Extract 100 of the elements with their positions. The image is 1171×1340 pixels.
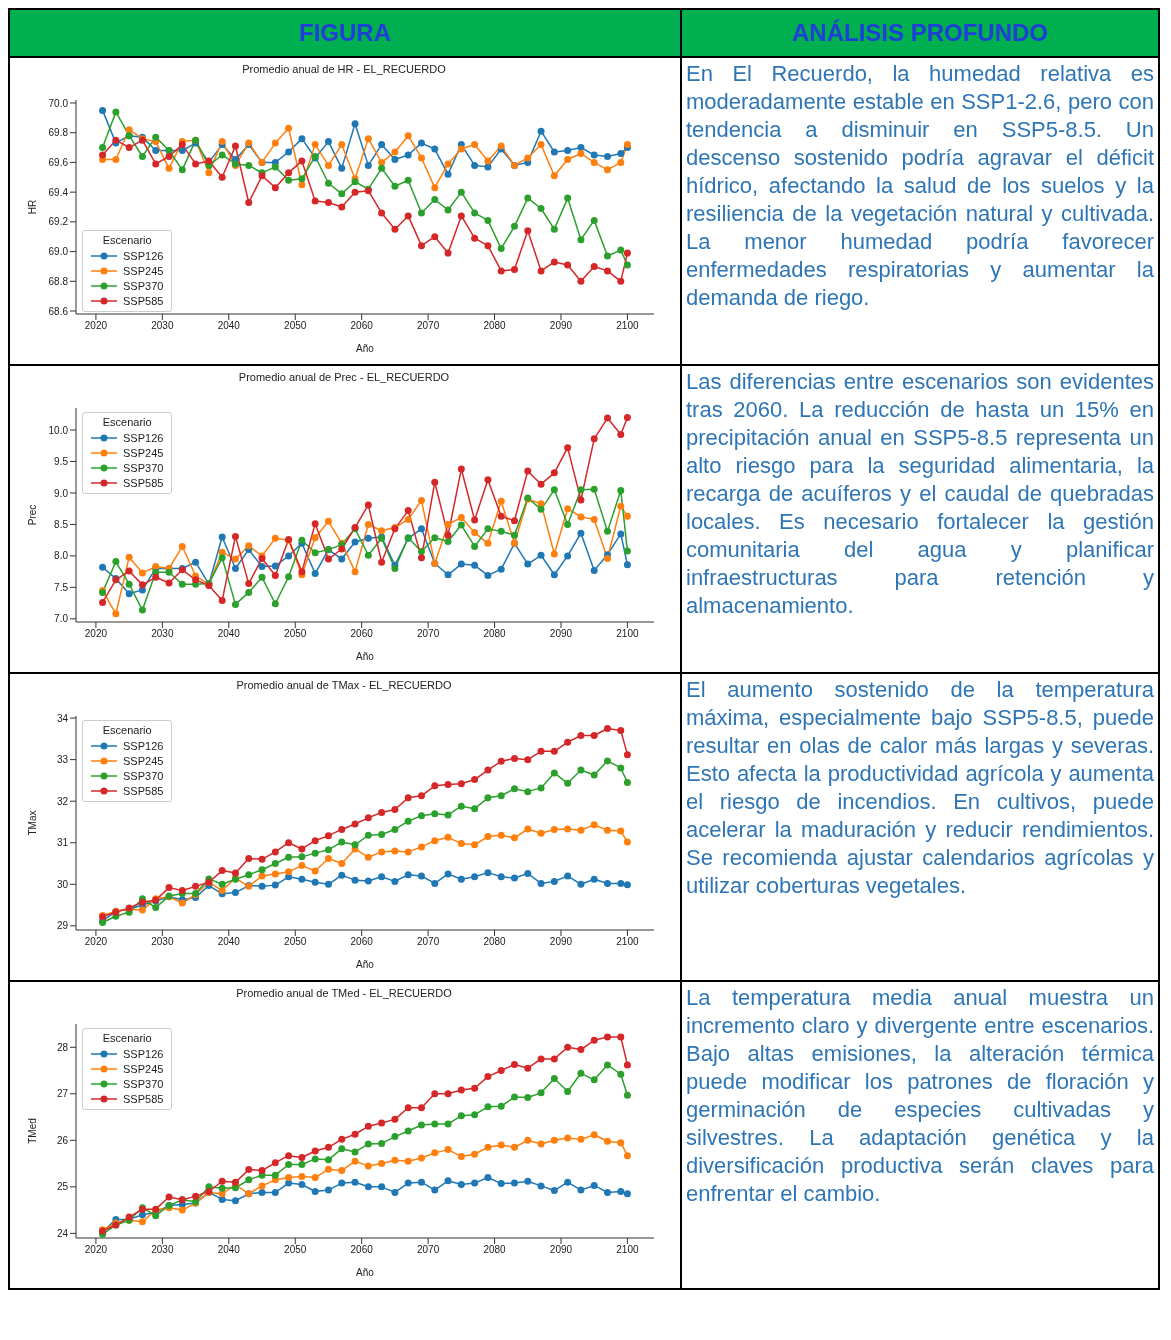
x-tick-label: 2020	[84, 628, 108, 640]
text: En El Recuerdo, la humedad relativa es moderadamente estable en SSP1-2.6, pero con tendencia a disminuir en SSP5-8.5. Un descenso sostenido podría agravar el déficit hídrico, afectando la salud de los suelos y la resiliencia de la vegetación natural y cultivada. La menor humedad podría favorecer enfermedades respiratorias y aumentar la demanda de riego.	[686, 61, 1154, 310]
x-tick-label: 2060	[350, 320, 374, 332]
x-tick-label: 2100	[616, 320, 639, 332]
x-tick-label: 2030	[151, 1244, 174, 1256]
text: La temperatura media anual muestra un incremento claro y divergente entre escenarios. Bajo altas emisiones, la alteración térmica puede modificar los patrones de floración y germinación de especies cultivadas y silvestres. La adaptación genética y la diversificación productiva serán claves para enfrentar el cambio.	[686, 984, 1154, 1208]
legend-title: Escenario	[101, 416, 153, 428]
text: Las diferencias entre escenarios son evidentes tras 2060. La reducción de hasta un 15% en precipitación anual en SSP5-8.5 representa un alto riesgo para la seguridad alimentaria, la recarga de acuíferos y el caudal de quebradas locales. Es necesario fortalecer la gestión comunitaria del agua y planificar infraestructuras para retención y almacenamiento.	[686, 369, 1154, 618]
x-tick-label: 2050	[284, 936, 307, 948]
x-tick-label: 2100	[616, 936, 639, 948]
y-tick-label: 29	[56, 920, 69, 932]
y-tick-label: 24	[56, 1227, 69, 1239]
y-tick-label: 70.0	[48, 97, 69, 109]
x-tick-label: 2070	[416, 628, 440, 640]
x-tick-label: 2070	[416, 320, 440, 332]
x-tick-label: 2100	[616, 1244, 639, 1256]
x-tick-label: 2040	[217, 320, 241, 332]
legend-label: SSP126	[123, 1047, 164, 1060]
x-tick-label: 2060	[350, 936, 374, 948]
legend-label: SSP245	[123, 264, 164, 277]
x-tick-label: 2030	[151, 936, 174, 948]
legend-label: SSP585	[123, 1092, 164, 1105]
x-tick-label: 2090	[549, 1244, 573, 1256]
x-tick-label: 2060	[350, 1244, 374, 1256]
x-tick-label: 2090	[549, 320, 573, 332]
legend-label: SSP126	[123, 431, 164, 444]
text: FIGURA	[9, 9, 681, 57]
y-tick-label: 69.2	[48, 216, 69, 228]
x-tick-label: 2080	[483, 628, 507, 640]
y-tick-label: 8.0	[54, 550, 69, 562]
x-tick-label: 2040	[217, 1244, 241, 1256]
y-tick-label: 8.5	[54, 518, 69, 530]
y-tick-label: 69.0	[48, 246, 69, 258]
x-tick-label: 2040	[217, 936, 241, 948]
legend-label: SSP370	[123, 279, 164, 292]
y-axis-title: HR	[26, 199, 38, 215]
chart-title: Promedio anual de TMed - EL_RECUERDO	[235, 986, 453, 1001]
x-tick-label: 2080	[483, 320, 507, 332]
x-tick-label: 2080	[483, 1244, 507, 1256]
x-tick-label: 2030	[151, 320, 174, 332]
y-axis-title: Prec	[26, 504, 38, 526]
y-tick-label: 68.6	[48, 305, 69, 317]
y-tick-label: 27	[56, 1088, 69, 1100]
x-tick-label: 2090	[549, 628, 573, 640]
x-tick-label: 2100	[616, 628, 639, 640]
x-tick-label: 2020	[84, 1244, 108, 1256]
y-tick-label: 7.0	[54, 613, 69, 625]
y-tick-label: 30	[56, 878, 69, 890]
chart-title: Promedio anual de HR - EL_RECUERDO	[241, 62, 447, 77]
x-tick-label: 2030	[151, 628, 174, 640]
x-tick-label: 2020	[84, 320, 108, 332]
y-tick-label: 34	[56, 712, 69, 724]
x-tick-label: 2050	[284, 628, 307, 640]
x-tick-label: 2090	[549, 936, 573, 948]
y-tick-label: 68.8	[48, 275, 69, 287]
text: ANÁLISIS PROFUNDO	[681, 9, 1159, 57]
y-tick-label: 32	[56, 795, 69, 807]
legend-title: Escenario	[101, 1032, 153, 1044]
y-tick-label: 9.0	[54, 487, 69, 499]
legend-label: SSP370	[123, 461, 164, 474]
legend-label: SSP245	[123, 446, 164, 459]
legend-label: SSP585	[123, 784, 164, 797]
y-tick-label: 10.0	[48, 424, 69, 436]
x-tick-label: 2080	[483, 936, 507, 948]
x-axis-title: Año	[356, 651, 375, 662]
y-axis-title: TMed	[26, 1118, 38, 1144]
y-tick-label: 25	[56, 1181, 69, 1193]
y-tick-label: 33	[56, 754, 69, 766]
chart-title: Promedio anual de TMax - EL_RECUERDO	[235, 678, 453, 693]
legend-label: SSP585	[123, 294, 164, 307]
x-tick-label: 2050	[284, 320, 307, 332]
x-tick-label: 2070	[416, 936, 440, 948]
x-axis-title: Año	[356, 959, 375, 970]
x-axis-title: Año	[356, 1267, 375, 1278]
y-axis-title: TMax	[26, 810, 38, 836]
x-tick-label: 2020	[84, 936, 108, 948]
chart-title: Promedio anual de Prec - EL_RECUERDO	[237, 370, 451, 385]
text: El aumento sostenido de la temperatura máxima, especialmente bajo SSP5-8.5, puede resultar en olas de calor más largas y severas. Esto afecta la productividad agrícola y aumenta el riesgo de incendios. En cultivos, puede acelerar la maduración y reducir rendimientos. Se recomienda ajustar calendarios agrícolas y utilizar coberturas vegetales.	[686, 676, 1154, 900]
y-tick-label: 28	[56, 1041, 69, 1053]
x-tick-label: 2040	[217, 628, 241, 640]
y-tick-label: 26	[56, 1134, 69, 1146]
legend-label: SSP585	[123, 476, 164, 489]
x-axis-title: Año	[356, 343, 375, 354]
y-tick-label: 69.8	[48, 127, 69, 139]
y-tick-label: 69.6	[48, 156, 69, 168]
y-tick-label: 9.5	[54, 456, 69, 468]
legend-label: SSP370	[123, 769, 164, 782]
legend-title: Escenario	[101, 724, 153, 736]
legend-label: SSP245	[123, 754, 164, 767]
legend-label: SSP126	[123, 739, 164, 752]
x-tick-label: 2070	[416, 1244, 440, 1256]
legend-label: SSP126	[123, 249, 164, 262]
y-tick-label: 31	[56, 837, 69, 849]
x-tick-label: 2050	[284, 1244, 307, 1256]
legend-label: SSP370	[123, 1077, 164, 1090]
x-tick-label: 2060	[350, 628, 374, 640]
y-tick-label: 69.4	[48, 186, 69, 198]
legend-title: Escenario	[101, 234, 153, 246]
legend-label: SSP245	[123, 1062, 164, 1075]
y-tick-label: 7.5	[54, 581, 69, 593]
